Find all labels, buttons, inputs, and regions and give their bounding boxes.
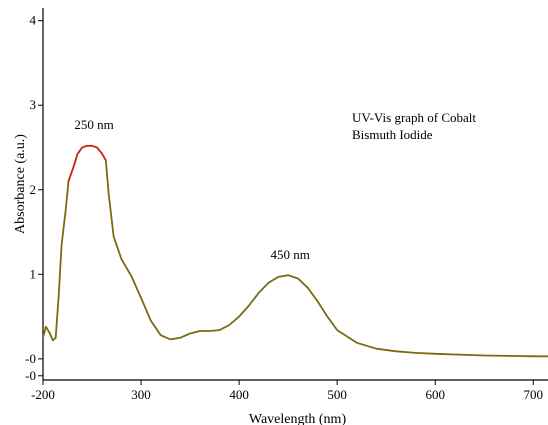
y-tick-label: -0 xyxy=(25,368,36,383)
y-axis-title: Absorbance (a.u.) xyxy=(13,134,28,234)
x-tick-label: 700 xyxy=(524,387,544,402)
peak-annotation: 450 nm xyxy=(270,247,309,262)
x-tick-label: 400 xyxy=(229,387,249,402)
y-tick-label: -0 xyxy=(25,351,36,366)
chart-text-box: UV-Vis graph of Cobalt Bismuth Iodide xyxy=(352,110,476,142)
y-tick-label: 2 xyxy=(30,182,37,197)
annotations: 250 nm 450 nm xyxy=(74,117,309,262)
x-tick-label: 500 xyxy=(327,387,347,402)
series-layer xyxy=(42,144,548,358)
chart-text-box-line: UV-Vis graph of Cobalt xyxy=(352,110,476,125)
chart-text-box-line: Bismuth Iodide xyxy=(352,127,433,142)
y-tick-label: 3 xyxy=(30,97,37,112)
x-tick-label: 600 xyxy=(425,387,445,402)
series-line xyxy=(67,145,107,183)
x-tick-label: 300 xyxy=(131,387,151,402)
y-tick-label: 4 xyxy=(30,13,37,28)
x-axis-title: Wavelength (nm) xyxy=(249,412,347,425)
y-ticks: -0 1 2 3 4 -0 xyxy=(25,13,43,383)
x-ticks: -200 300 400 500 600 700 xyxy=(31,380,543,402)
y-tick-label: 1 xyxy=(30,266,37,281)
peak-annotation: 250 nm xyxy=(74,117,113,132)
x-tick-label: -200 xyxy=(31,387,55,402)
